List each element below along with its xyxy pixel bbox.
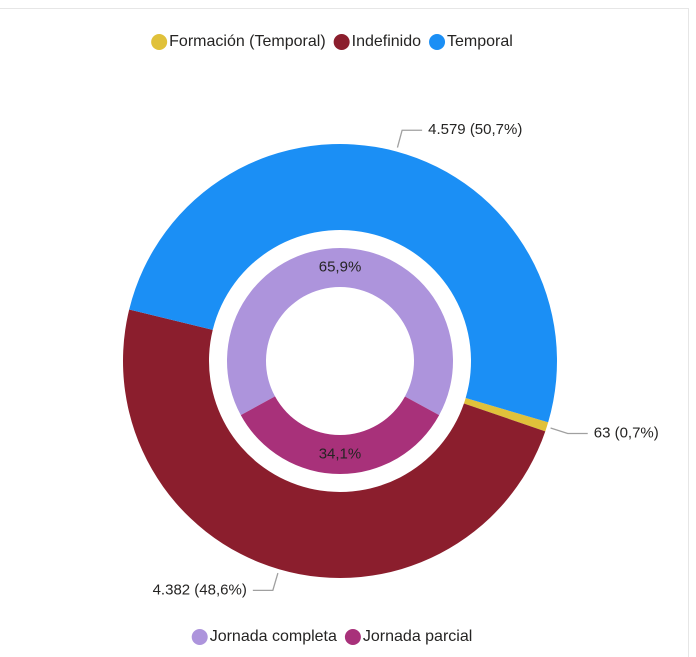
data-label: 4.579 (50,7%) — [428, 121, 522, 138]
donut-slice — [123, 309, 546, 578]
leader-line — [252, 572, 279, 592]
leader-line — [550, 427, 588, 435]
data-label: 34,1% — [319, 445, 362, 462]
donut-slice — [226, 248, 453, 416]
legend-marker — [151, 34, 168, 50]
frame — [0, 8, 689, 657]
donut-slice — [240, 396, 440, 474]
legend-marker — [191, 629, 208, 645]
data-label: 4.382 (48,6%) — [153, 581, 247, 598]
legend-marker — [333, 34, 350, 50]
legend-marker — [429, 34, 446, 50]
donut-slice — [129, 144, 557, 423]
legend-marker — [344, 629, 361, 645]
donut-slice — [463, 397, 549, 432]
legend: Jornada completa Jornada parcial — [191, 628, 472, 645]
legend-label: Jornada completa — [210, 628, 337, 645]
data-label: 65,9% — [319, 258, 362, 275]
legend-label: Jornada parcial — [363, 628, 472, 645]
data-label: 63 (0,7%) — [594, 424, 659, 441]
legend: Formación (Temporal) Indefinido Temporal — [151, 33, 513, 50]
legend-label: Formación (Temporal) — [169, 33, 325, 50]
legend-label: Indefinido — [352, 33, 421, 50]
legend-label: Temporal — [447, 33, 513, 50]
leader-line — [396, 129, 423, 148]
